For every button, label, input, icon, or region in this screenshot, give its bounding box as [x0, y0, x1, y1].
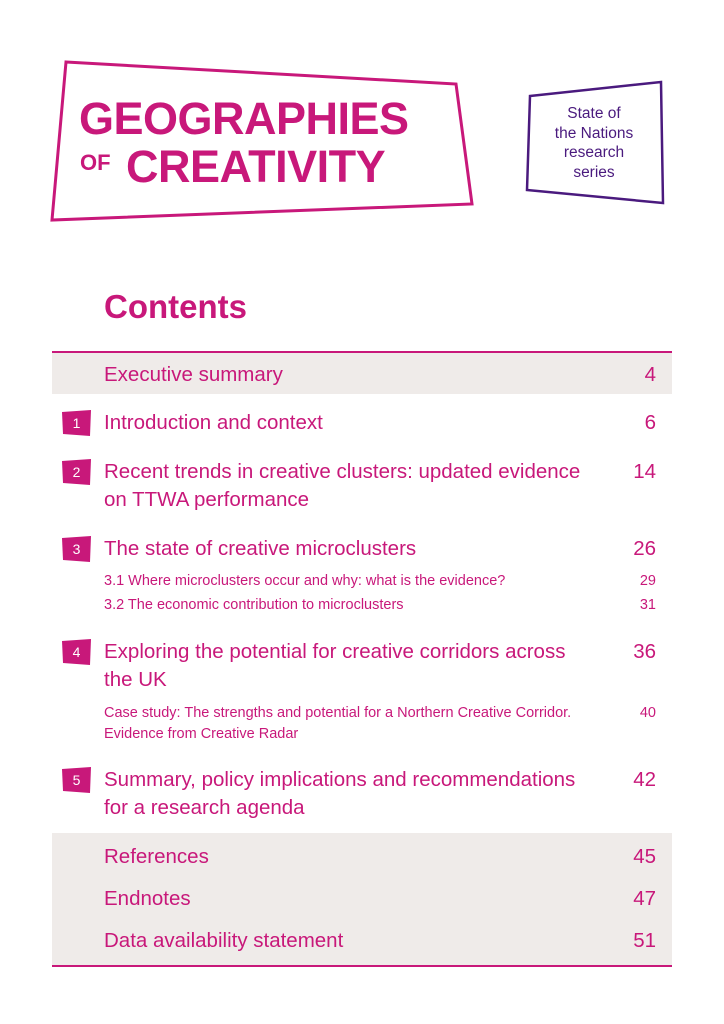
toc-subentry-page: 29 — [639, 573, 656, 589]
badge-shape — [62, 459, 91, 485]
toc-entry-chapter-3[interactable]: The state of creative microclusters 26 — [104, 535, 656, 563]
toc-entry-executive-summary[interactable]: Executive summary 4 — [104, 361, 656, 389]
toc-entry-label: Summary, policy implications and recomme… — [104, 768, 576, 819]
toc-front-band — [52, 353, 672, 394]
logo-title-line2: CREATIVITY — [126, 141, 386, 192]
toc-entry-label: Data availability statement — [104, 929, 344, 952]
series-line: series — [573, 163, 615, 181]
toc-back-band — [52, 833, 672, 965]
toc-entry-data-availability[interactable]: Data availability statement 51 — [104, 927, 656, 955]
series-badge-frame — [525, 80, 665, 205]
chapter-number: 1 — [72, 415, 81, 431]
toc-entry-label: The state of creative microclusters — [104, 537, 417, 560]
chapter-number: 5 — [72, 772, 81, 788]
badge-shape — [62, 410, 91, 436]
chapter-number-badge: 2 — [62, 459, 91, 485]
chapter-number: 2 — [72, 464, 81, 480]
toc-entry-chapter-4[interactable]: Exploring the potential for creative cor… — [104, 638, 656, 694]
toc-entry-label: Endnotes — [104, 887, 191, 910]
toc-entry-page: 14 — [633, 460, 656, 483]
chapter-number-badge: 5 — [62, 767, 91, 793]
contents-heading: Contents — [104, 288, 247, 325]
toc-entry-chapter-5[interactable]: Summary, policy implications and recomme… — [104, 766, 656, 822]
chapter-number: 3 — [72, 541, 81, 557]
toc-bottom-divider — [52, 965, 672, 967]
toc-subentry-page: 31 — [639, 597, 656, 613]
toc-entry-label: Recent trends in creative clusters: upda… — [104, 460, 581, 511]
badge-shape — [62, 767, 91, 793]
badge-shape — [62, 536, 91, 562]
toc-entry-references[interactable]: References 45 — [104, 843, 656, 871]
toc-entry-page: 4 — [644, 363, 656, 386]
toc-entry-label: Exploring the potential for creative cor… — [104, 640, 566, 691]
toc-entry-label: References — [104, 845, 209, 868]
chapter-number-badge: 1 — [62, 410, 91, 436]
toc-entry-page: 47 — [633, 887, 656, 910]
toc-entry-label: Executive summary — [104, 363, 283, 386]
toc-entry-page: 36 — [633, 640, 656, 663]
toc-subentry-label: 3.2 The economic contribution to microcl… — [104, 597, 404, 613]
logo-title-of: OF — [80, 150, 111, 175]
toc-subentry-label: 3.1 Where microclusters occur and why: w… — [104, 573, 506, 589]
toc-entry-label: Introduction and context — [104, 411, 323, 434]
toc-top-divider — [52, 351, 672, 353]
toc-subentry[interactable]: 3.2 The economic contribution to microcl… — [104, 595, 656, 616]
chapter-number: 4 — [72, 644, 81, 660]
toc-entry-page: 51 — [633, 929, 656, 952]
toc-entry-page: 26 — [633, 537, 656, 560]
toc-entry-chapter-1[interactable]: Introduction and context 6 — [104, 409, 656, 437]
toc-subentry-page: 40 — [639, 705, 656, 721]
series-line: research — [563, 144, 625, 161]
series-line: State of — [567, 105, 621, 122]
badge-shape — [62, 639, 91, 665]
toc-subentry[interactable]: Case study: The strengths and potential … — [104, 703, 656, 745]
chapter-number-badge: 4 — [62, 639, 91, 665]
toc-subentry-label: Case study: The strengths and potential … — [104, 705, 572, 742]
toc-entry-page: 42 — [633, 768, 656, 791]
chapter-number-badge: 3 — [62, 536, 91, 562]
toc-subentry[interactable]: 3.1 Where microclusters occur and why: w… — [104, 571, 656, 592]
logo-title-line1: GEOGRAPHIES — [79, 93, 409, 144]
toc-entry-page: 45 — [633, 845, 656, 868]
series-line: the Nations — [554, 124, 634, 142]
toc-entry-endnotes[interactable]: Endnotes 47 — [104, 885, 656, 913]
toc-entry-page: 6 — [644, 411, 656, 434]
series-badge-text: State of the Nations research series — [532, 104, 656, 182]
logo-frame — [50, 60, 474, 222]
toc-entry-chapter-2[interactable]: Recent trends in creative clusters: upda… — [104, 458, 656, 514]
